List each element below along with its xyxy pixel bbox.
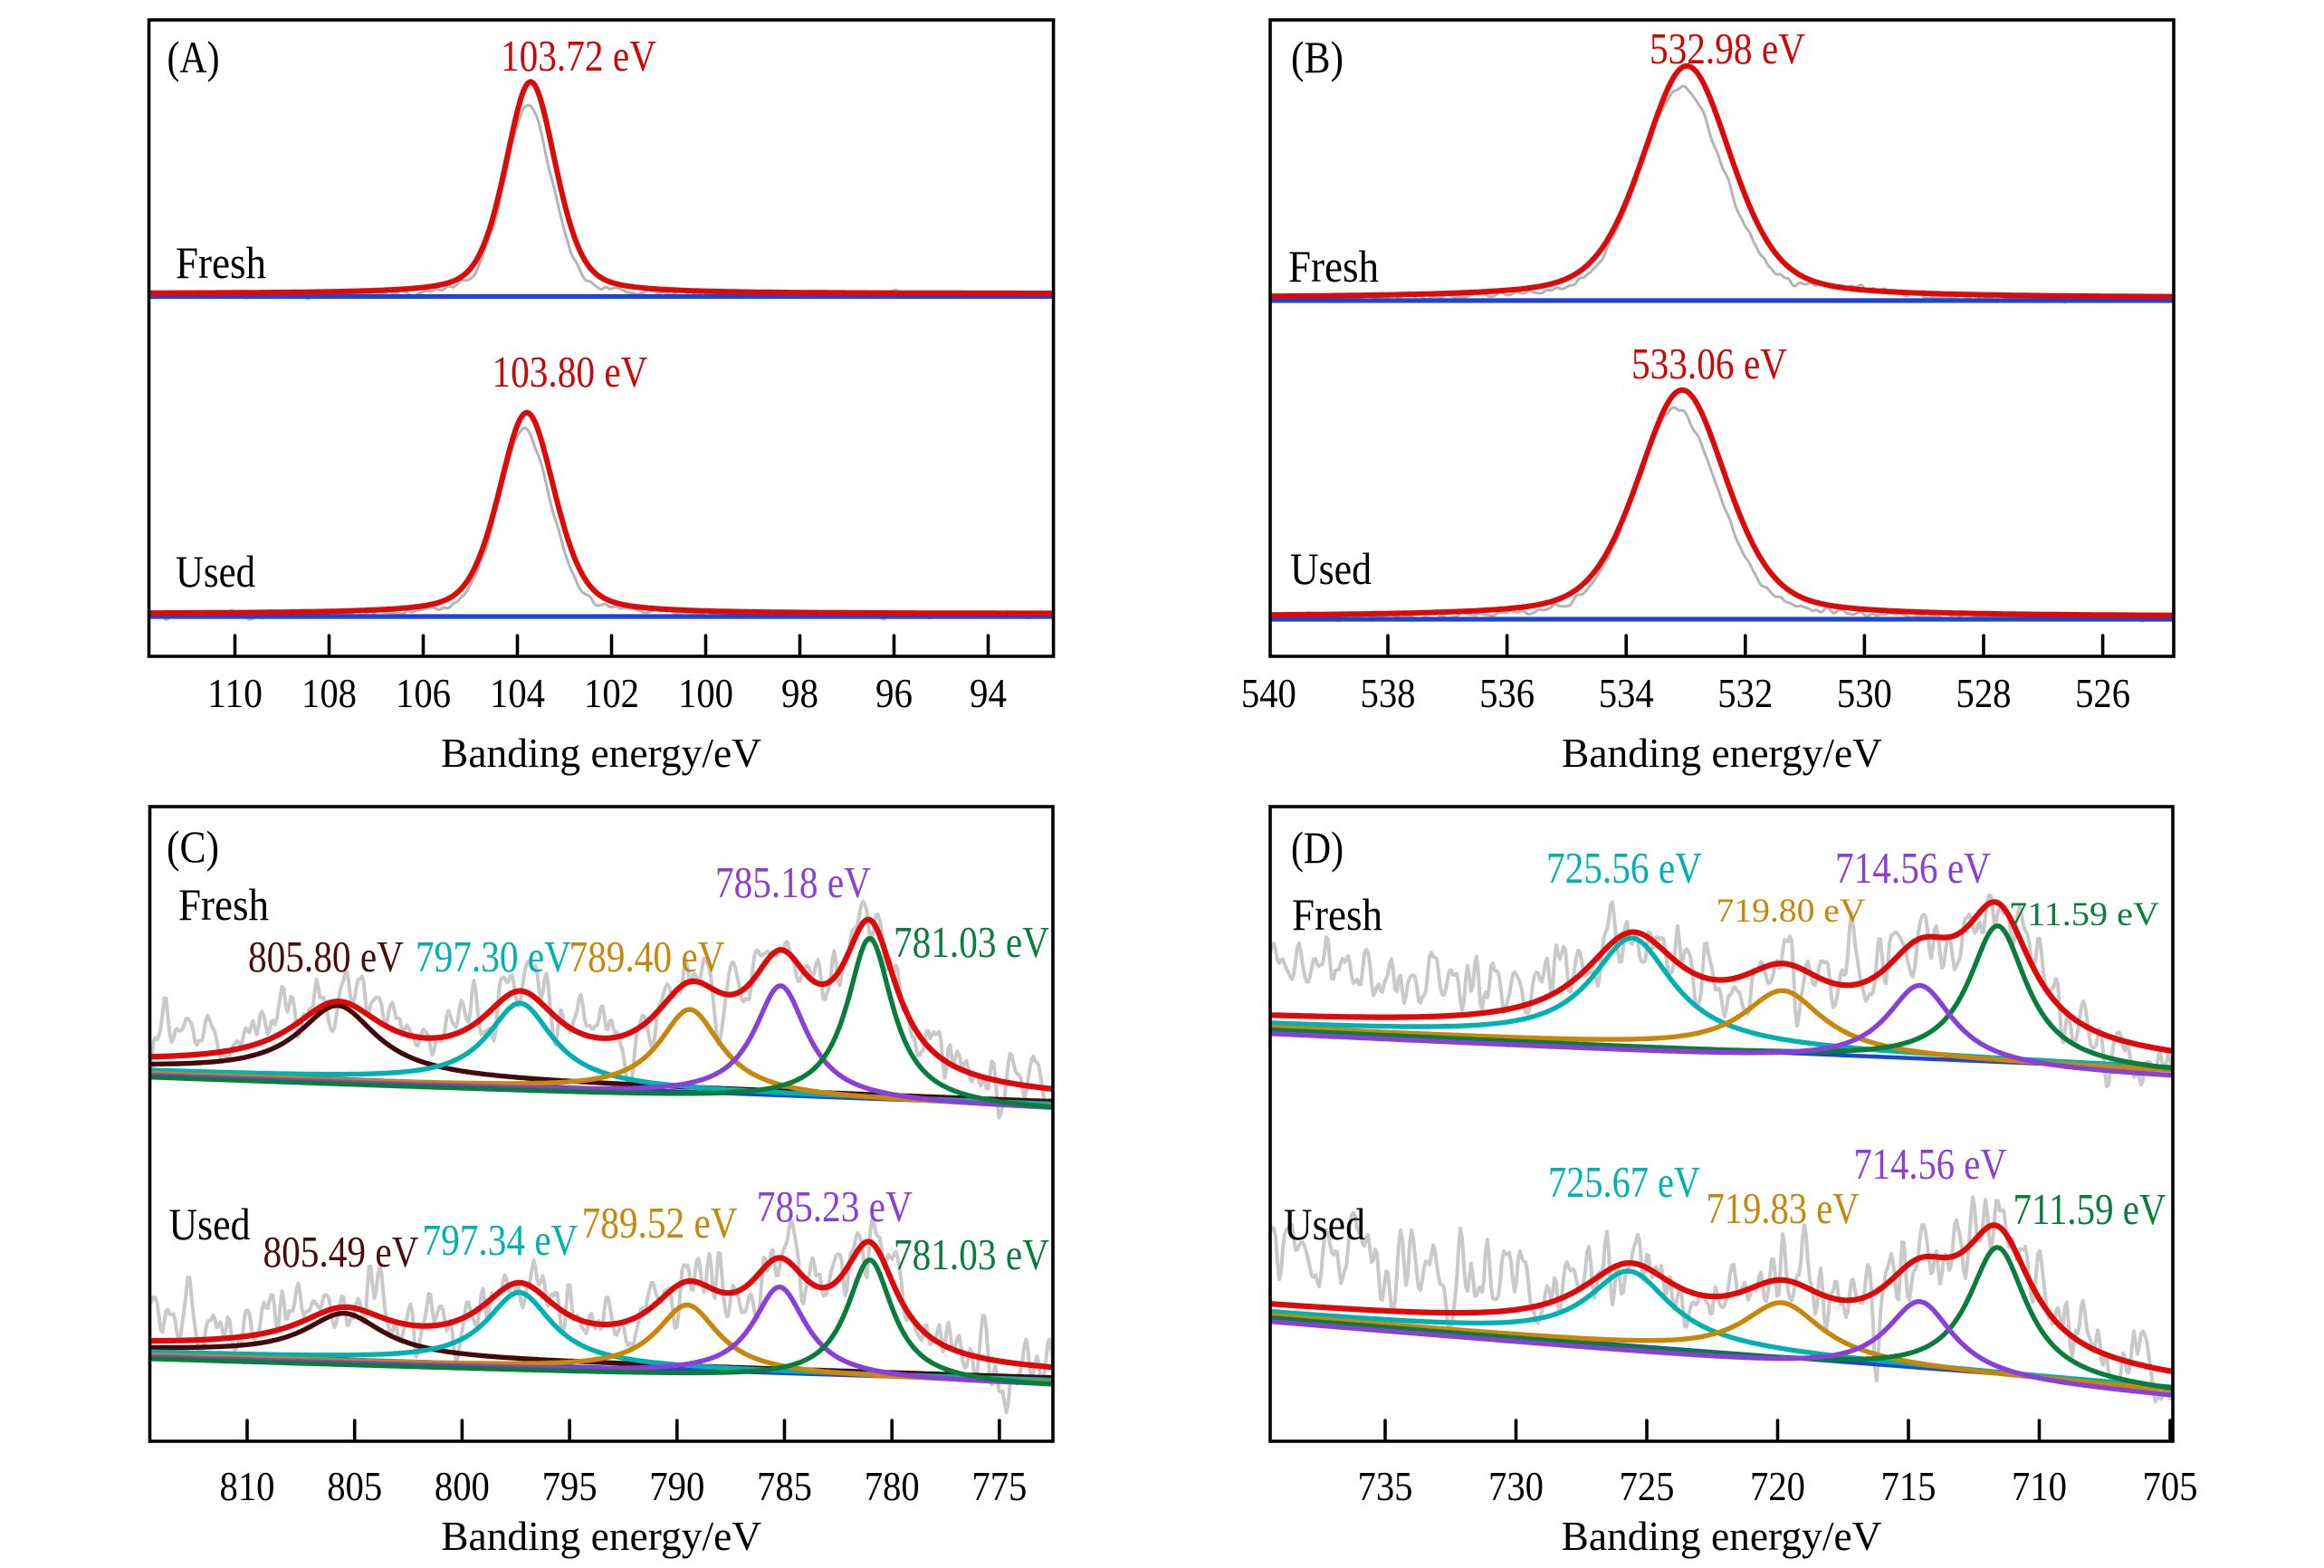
svg-text:735: 735 [1358,1463,1413,1509]
svg-text:797.30 eV: 797.30 eV [416,932,571,981]
svg-text:711.59 eV: 711.59 eV [2009,896,2159,933]
svg-text:96: 96 [875,670,913,716]
svg-text:719.80 eV: 719.80 eV [1717,893,1866,930]
svg-text:705: 705 [2143,1463,2198,1509]
svg-text:Fresh: Fresh [1288,241,1379,292]
svg-text:805.49 eV: 805.49 eV [263,1227,419,1276]
svg-text:528: 528 [1956,670,2012,716]
svg-text:789.52 eV: 789.52 eV [582,1198,738,1248]
svg-text:100: 100 [678,670,733,716]
svg-text:Used: Used [169,1199,251,1249]
svg-text:785.18 eV: 785.18 eV [715,857,871,907]
svg-text:98: 98 [781,670,818,716]
svg-text:526: 526 [2075,670,2130,716]
svg-text:800: 800 [435,1463,490,1509]
svg-text:725: 725 [1620,1463,1675,1509]
svg-text:538: 538 [1361,670,1416,716]
svg-text:104: 104 [490,670,545,716]
svg-text:805: 805 [327,1463,382,1509]
svg-text:780: 780 [865,1463,920,1509]
svg-text:Fresh: Fresh [176,237,266,288]
svg-text:714.56 eV: 714.56 eV [1835,843,1991,893]
svg-text:532: 532 [1717,670,1773,716]
svg-text:725.56 eV: 725.56 eV [1546,843,1702,893]
svg-text:711.59 eV: 711.59 eV [2013,1184,2166,1234]
svg-text:805.80 eV: 805.80 eV [248,932,404,981]
svg-text:725.67 eV: 725.67 eV [1548,1157,1700,1207]
svg-text:540: 540 [1241,670,1296,716]
svg-text:785: 785 [757,1463,812,1509]
svg-text:790: 790 [649,1463,704,1509]
svg-text:534: 534 [1599,670,1654,716]
svg-text:Used: Used [1290,543,1372,594]
svg-text:(D): (D) [1291,822,1344,873]
svg-text:Banding energy/eV: Banding energy/eV [1562,1513,1882,1559]
svg-text:103.80 eV: 103.80 eV [493,347,648,397]
svg-text:810: 810 [220,1463,275,1509]
svg-text:730: 730 [1488,1463,1544,1509]
svg-text:533.06 eV: 533.06 eV [1631,339,1787,388]
svg-text:536: 536 [1479,670,1535,716]
svg-text:530: 530 [1837,670,1892,716]
svg-text:710: 710 [2012,1463,2067,1509]
svg-text:108: 108 [301,670,357,716]
svg-text:795: 795 [542,1463,598,1509]
svg-text:785.23 eV: 785.23 eV [757,1181,913,1231]
svg-text:714.56 eV: 714.56 eV [1854,1139,2007,1189]
svg-text:102: 102 [584,670,639,716]
svg-text:Banding energy/eV: Banding energy/eV [441,730,761,776]
svg-text:(C): (C) [167,821,219,872]
svg-text:719.83 eV: 719.83 eV [1707,1183,1860,1233]
svg-text:532.98 eV: 532.98 eV [1650,24,1805,73]
svg-text:720: 720 [1750,1463,1805,1509]
svg-text:781.03 eV: 781.03 eV [894,1229,1049,1279]
svg-text:Used: Used [176,546,255,597]
svg-text:797.34 eV: 797.34 eV [423,1215,579,1265]
svg-text:(B): (B) [1291,32,1344,82]
svg-text:Banding energy/eV: Banding energy/eV [441,1513,761,1559]
svg-text:789.40 eV: 789.40 eV [569,932,725,981]
svg-text:775: 775 [971,1463,1027,1509]
svg-text:94: 94 [970,670,1007,716]
svg-text:Used: Used [1284,1199,1365,1249]
svg-text:106: 106 [396,670,451,716]
svg-text:103.72 eV: 103.72 eV [501,31,656,81]
svg-text:Banding energy/eV: Banding energy/eV [1562,730,1882,776]
svg-text:781.03 eV: 781.03 eV [894,917,1049,967]
svg-text:110: 110 [207,670,263,716]
svg-text:Fresh: Fresh [178,879,269,930]
svg-text:Fresh: Fresh [1292,889,1382,940]
svg-text:(A): (A) [167,32,220,82]
svg-text:715: 715 [1881,1463,1937,1509]
